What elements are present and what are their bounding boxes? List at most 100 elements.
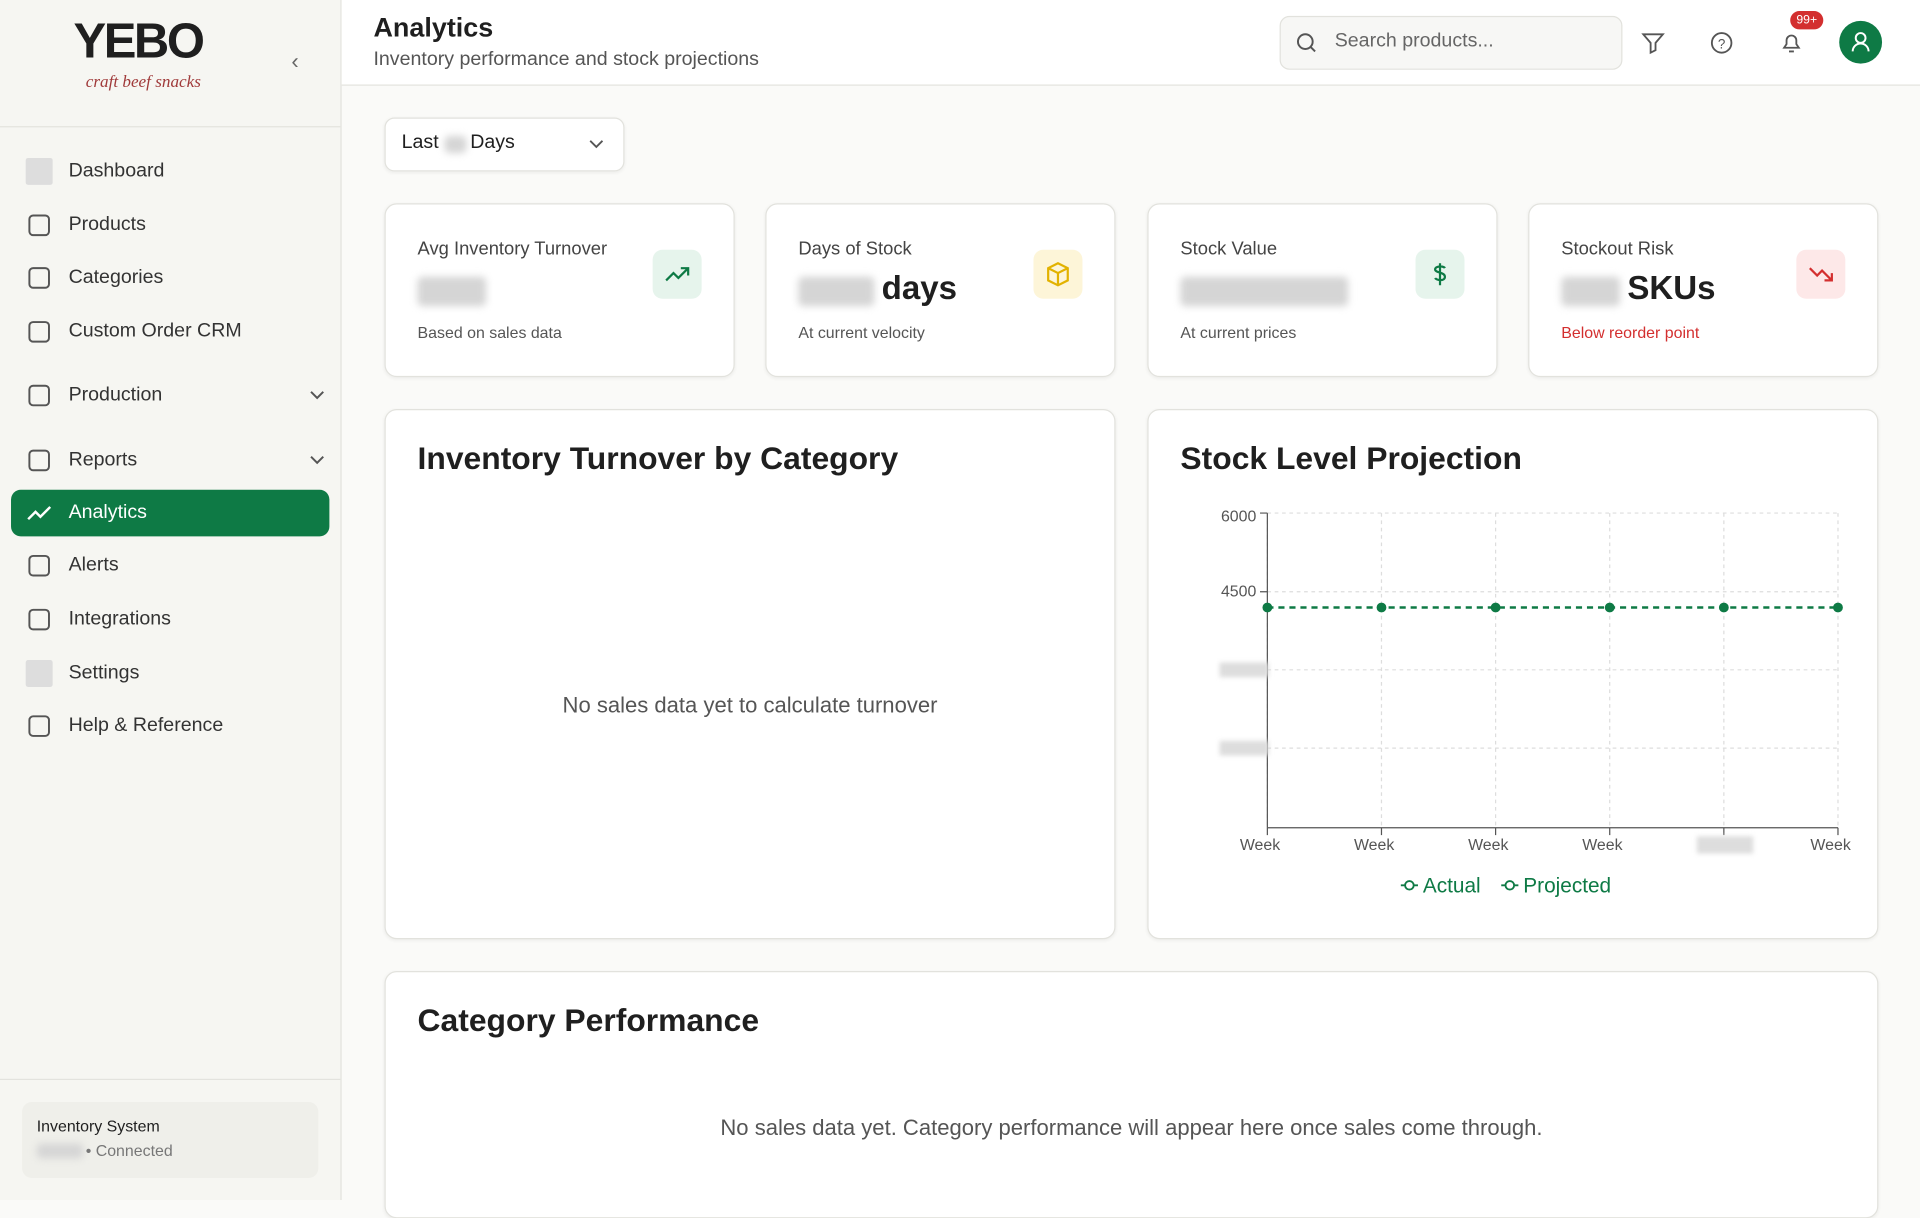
icon-shape (28, 321, 50, 343)
help-icon[interactable]: ? (1709, 31, 1733, 55)
kpi-card: Avg Inventory Turnover Based on sales dat… (384, 203, 735, 378)
series-point (1604, 602, 1615, 613)
redacted (1696, 836, 1754, 854)
icon-shape (1047, 262, 1069, 287)
redacted (417, 276, 487, 307)
kpi-card: Days of Stock days At current velocity (765, 203, 1116, 378)
nav-item[interactable]: Categories (11, 255, 329, 302)
redacted (1561, 276, 1621, 307)
nav-label: Alerts (68, 554, 119, 576)
notification-badge: 99+ (1790, 11, 1824, 30)
icon-shape (28, 267, 50, 289)
nav-label: Dashboard (68, 160, 165, 182)
nav-label: Help & Reference (68, 715, 224, 736)
card-title: Category Performance (417, 1001, 760, 1039)
redacted (1219, 662, 1269, 678)
range-select[interactable]: Last Days (384, 117, 625, 172)
chevron (589, 140, 604, 149)
kpi-icon (652, 249, 702, 299)
avatar-icon (1851, 32, 1870, 52)
nav-label: Settings (68, 662, 140, 684)
icon-shape (28, 214, 50, 237)
icon-shape (665, 267, 690, 282)
redacted (36, 1143, 84, 1159)
icon-shape (28, 608, 50, 631)
svg-text:?: ? (1718, 36, 1725, 51)
nav-icon (28, 321, 50, 343)
bell-icon[interactable] (1779, 31, 1803, 55)
icon (1434, 263, 1447, 286)
nav-icon (27, 506, 52, 521)
nav-label: Production (68, 384, 163, 406)
series-point (1262, 602, 1273, 613)
x-tick-label: Week (1810, 837, 1850, 854)
empty-message: No sales data yet to calculate turnover (562, 693, 938, 718)
x-tick-label: Week (1240, 837, 1280, 854)
chevron (310, 456, 324, 465)
series-point (1718, 602, 1729, 613)
kpi-label: Stock Value (1180, 238, 1278, 260)
turnover-card: Inventory Turnover by Category No sales … (384, 408, 1116, 940)
nav-label: Reports (68, 449, 138, 471)
kpi-icon (1415, 249, 1465, 299)
nav-label: Integrations (68, 608, 171, 630)
nav-icon (28, 214, 50, 237)
icon-shape (28, 384, 50, 407)
kpi-note: At current velocity (798, 323, 925, 342)
redacted (1180, 276, 1349, 307)
avatar[interactable] (1839, 20, 1883, 64)
projection-card: Stock Level Projection 6000 4500 Week Week W… (1147, 408, 1879, 940)
x-tick-label: Week (1354, 837, 1394, 854)
search-icon (1296, 33, 1316, 53)
nav-item[interactable]: Alerts (11, 542, 329, 589)
card-title: Inventory Turnover by Category (417, 439, 899, 477)
kpi-unit: days (881, 269, 958, 307)
chevron-shape (310, 391, 324, 400)
nav-item[interactable]: Help & Reference (11, 703, 329, 750)
nav-item[interactable]: Production (11, 372, 329, 419)
filter-icon[interactable] (1641, 31, 1665, 55)
nav-item[interactable]: Custom Order CRM (11, 309, 329, 356)
kpi-card: Stockout Risk SKUs Below reorder point (1528, 203, 1879, 378)
kpi-note: At current prices (1180, 323, 1297, 342)
nav-label: Categories (68, 266, 164, 288)
icon-shape (28, 554, 50, 577)
search-placeholder: Search products... (1334, 30, 1494, 52)
range-prefix: Last (401, 132, 439, 154)
system-status: Inventory System • Connected (22, 1102, 319, 1178)
header: Analytics Inventory performance and stoc… (341, 0, 1920, 86)
y-tick-label: 4500 (1221, 584, 1257, 601)
x-tick-label: Week (1582, 837, 1622, 854)
series-point (1833, 602, 1843, 613)
nav-icon (28, 384, 50, 407)
redacted (798, 276, 875, 307)
nav-label: Custom Order CRM (68, 320, 242, 342)
brand: YEBO (73, 14, 204, 69)
y-tick-label: 6000 (1221, 509, 1257, 526)
redacted (444, 135, 467, 154)
chevron-shape (310, 456, 324, 465)
nav-item[interactable]: Integrations (11, 596, 329, 643)
icon (1809, 267, 1833, 282)
collapse[interactable]: ‹ (291, 48, 299, 74)
page-title: Analytics (373, 12, 494, 43)
nav-item[interactable]: Dashboard (11, 148, 329, 195)
nav-label: Products (68, 214, 146, 236)
nav-item[interactable]: Reports (11, 437, 329, 484)
tagline: craft beef snacks (85, 73, 201, 92)
chevron (310, 391, 324, 400)
legend-label: Projected (1523, 875, 1611, 898)
nav-item[interactable]: Settings (11, 650, 329, 697)
nav-icon (28, 267, 50, 289)
nav-icon (28, 608, 50, 631)
nav-item[interactable]: Analytics (11, 489, 330, 537)
icon-shape (1434, 263, 1447, 286)
icon (665, 267, 690, 282)
range-suffix: Days (470, 132, 515, 154)
icon-shape (28, 715, 50, 737)
series-point (1490, 602, 1501, 613)
nav-item[interactable]: Products (11, 202, 329, 249)
chart: 6000 4500 Week Week Week Week Week Actual Projec… (1219, 509, 1851, 898)
search[interactable]: Search products... (1279, 15, 1623, 70)
